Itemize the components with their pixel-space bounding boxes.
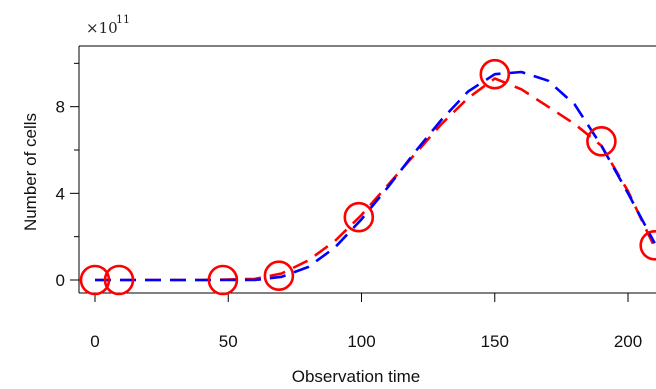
data-point [263,260,295,292]
series-line-fit-blue [95,70,656,282]
plot-area [79,58,656,296]
y-axis-multiplier: ×10 11 [86,13,130,37]
y-multiplier-base: ×10 [86,19,118,37]
data-point [479,58,511,90]
x-tick-label: 50 [219,332,238,351]
data-point [207,264,239,296]
data-point [79,264,111,296]
x-tick-label: 0 [90,332,99,351]
x-axis-title: Observation time [292,367,421,386]
y-axis-title: Number of cells [21,113,40,231]
x-tick-label: 100 [347,332,375,351]
data-point [343,201,375,233]
y-tick-label: 0 [56,271,65,290]
data-point [639,230,656,261]
x-tick-label: 150 [481,332,509,351]
x-tick-label: 200 [614,332,642,351]
data-point [103,264,135,296]
y-multiplier-exponent: 11 [116,13,130,26]
y-tick-label: 8 [56,98,65,117]
series-line-fit-red [95,77,656,282]
data-point [586,126,617,157]
y-tick-label: 4 [56,184,65,203]
axes: 0 4 8 0 50 100 150 200 [56,45,656,351]
